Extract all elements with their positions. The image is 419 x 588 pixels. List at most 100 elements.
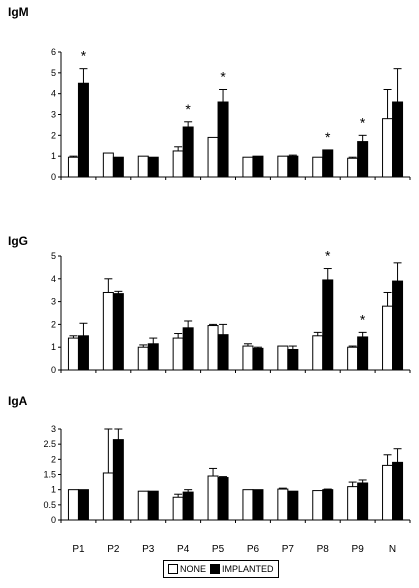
- y-tick-label: 5: [51, 68, 56, 78]
- bar-implanted-p8: [322, 279, 334, 371]
- y-tick-label: 1: [51, 151, 56, 161]
- bar-implanted-p9: [357, 141, 369, 178]
- legend-label-none: NONE: [180, 564, 207, 574]
- significance-marker: *: [220, 69, 226, 85]
- bar-implanted-p9: [357, 482, 369, 521]
- bar-none-p3: [137, 346, 149, 371]
- legend-swatch-implanted: [210, 564, 221, 574]
- bar-none-p7: [277, 155, 289, 178]
- category-label-p1: P1: [72, 544, 85, 555]
- significance-marker: *: [360, 311, 366, 327]
- bar-implanted-p7: [287, 490, 299, 521]
- significance-marker: *: [81, 48, 87, 64]
- category-label-p2: P2: [107, 544, 120, 555]
- bar-none-p9: [347, 486, 359, 521]
- y-tick-label: 4: [51, 274, 56, 284]
- bar-implanted-p2: [112, 293, 124, 371]
- bar-implanted-n: [392, 461, 404, 521]
- bar-implanted-p5: [217, 334, 229, 371]
- category-label-p3: P3: [142, 544, 155, 555]
- bar-none-p5: [207, 325, 219, 371]
- panel-title-igg: IgG: [8, 234, 28, 248]
- y-tick-label: 5: [51, 251, 56, 261]
- bar-none-p2: [102, 152, 114, 178]
- y-tick-label: 0.5: [43, 500, 56, 510]
- bar-implanted-p2: [112, 439, 124, 521]
- bar-implanted-p2: [112, 156, 124, 178]
- bar-implanted-p7: [287, 348, 299, 371]
- bar-implanted-p6: [252, 155, 264, 178]
- bar-none-p4: [172, 150, 184, 178]
- bar-none-p5: [207, 475, 219, 521]
- bar-implanted-p9: [357, 336, 369, 371]
- bar-implanted-n: [392, 280, 404, 371]
- category-label-p9: P9: [352, 544, 365, 555]
- bar-implanted-p3: [147, 156, 159, 178]
- y-tick-label: 6: [51, 47, 56, 57]
- legend-label-implanted: IMPLANTED: [222, 564, 274, 574]
- y-tick-label: 1: [51, 342, 56, 352]
- y-tick-label: 3: [51, 297, 56, 307]
- bar-none-p6: [242, 345, 254, 371]
- category-label-p8: P8: [317, 544, 330, 555]
- bar-implanted-p5: [217, 477, 229, 521]
- bar-none-p5: [207, 136, 219, 178]
- bar-none-p1: [67, 337, 79, 371]
- bar-implanted-p8: [322, 149, 334, 178]
- bar-implanted-p4: [182, 491, 194, 521]
- bar-none-n: [382, 118, 394, 178]
- bar-none-p9: [347, 157, 359, 178]
- legend-swatch-none: [168, 564, 178, 574]
- bar-none-p1: [67, 489, 79, 521]
- bar-implanted-p7: [287, 155, 299, 178]
- bar-none-p7: [277, 488, 289, 521]
- bar-none-p8: [312, 335, 324, 371]
- bar-none-p4: [172, 337, 184, 371]
- category-label-n: N: [389, 544, 396, 555]
- bar-implanted-p4: [182, 327, 194, 371]
- bar-implanted-p8: [322, 489, 334, 521]
- bar-none-p8: [312, 156, 324, 178]
- significance-marker: *: [360, 114, 366, 130]
- y-tick-label: 0: [51, 365, 56, 375]
- category-label-p6: P6: [247, 544, 260, 555]
- y-tick-label: 3: [51, 424, 56, 434]
- category-label-p7: P7: [282, 544, 295, 555]
- significance-marker: *: [185, 101, 191, 117]
- y-tick-label: 1: [51, 485, 56, 495]
- bar-implanted-p3: [147, 490, 159, 521]
- y-tick-label: 2: [51, 454, 56, 464]
- bar-implanted-p1: [77, 82, 89, 178]
- bar-implanted-p3: [147, 343, 159, 371]
- bar-implanted-p1: [77, 335, 89, 371]
- bar-none-p2: [102, 291, 114, 371]
- bar-implanted-p4: [182, 126, 194, 178]
- y-tick-label: 2.5: [43, 439, 56, 449]
- bar-none-p9: [347, 346, 359, 371]
- bar-none-p6: [242, 489, 254, 521]
- bar-none-p8: [312, 490, 324, 521]
- panel-title-iga: IgA: [8, 394, 28, 408]
- y-tick-label: 0: [51, 172, 56, 182]
- bar-none-p2: [102, 472, 114, 521]
- bar-none-p7: [277, 345, 289, 371]
- y-tick-label: 1.5: [43, 470, 56, 480]
- bar-implanted-n: [392, 101, 404, 178]
- y-tick-label: 3: [51, 110, 56, 120]
- y-tick-label: 0: [51, 515, 56, 525]
- y-tick-label: 4: [51, 89, 56, 99]
- bar-implanted-p6: [252, 489, 264, 521]
- y-tick-label: 2: [51, 130, 56, 140]
- bar-none-p3: [137, 155, 149, 178]
- bar-none-p4: [172, 496, 184, 521]
- bar-none-p1: [67, 156, 79, 178]
- bar-implanted-p1: [77, 489, 89, 521]
- bar-implanted-p6: [252, 347, 264, 371]
- significance-marker: *: [325, 129, 331, 145]
- category-label-p5: P5: [212, 544, 225, 555]
- bar-none-n: [382, 305, 394, 371]
- bar-none-p3: [137, 490, 149, 521]
- category-label-p4: P4: [177, 544, 190, 555]
- legend: NONE IMPLANTED: [163, 560, 279, 578]
